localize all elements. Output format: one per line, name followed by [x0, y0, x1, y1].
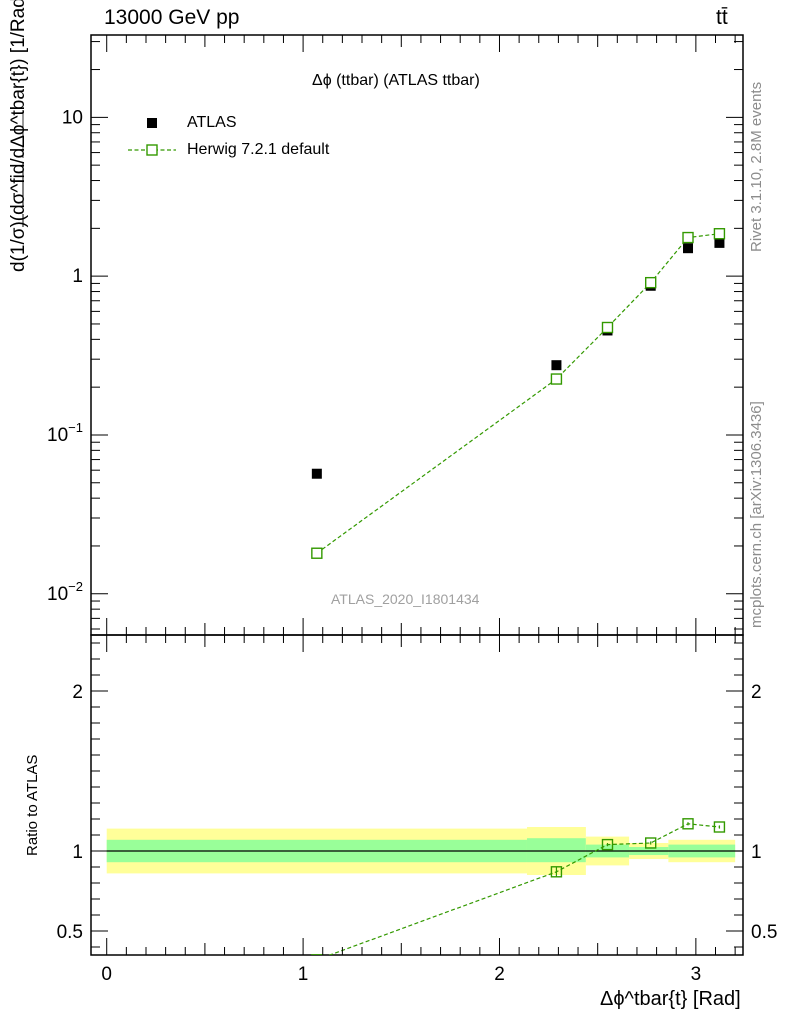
- main-series: [311, 228, 726, 559]
- x-axis-label: Δϕ^tbar{t} [Rad]: [600, 988, 741, 1010]
- legend-herwig-marker: [146, 144, 158, 156]
- ratio-ticks: 0 1 2 3 0.5 0.5 1 1 2 2: [57, 635, 777, 985]
- herwig-data-point: [713, 228, 726, 240]
- herwig-data-point: [550, 373, 563, 385]
- ratio-y-tick-label-right: 0.5: [751, 922, 777, 943]
- legend-label-atlas: ATLAS: [187, 114, 237, 131]
- y-tick-label-base: 10: [47, 584, 68, 605]
- y-tick-label-exponent: −1: [68, 420, 83, 435]
- plot-title: Δϕ (ttbar) (ATLAS ttbar): [312, 72, 480, 89]
- herwig-data-point: [601, 321, 614, 334]
- x-tick-label: 3: [691, 964, 702, 985]
- herwig-data-point: [682, 231, 694, 244]
- x-tick-label: 0: [101, 964, 112, 985]
- herwig-data-point: [311, 547, 323, 559]
- y-tick-label: 10−1: [47, 420, 83, 446]
- x-tick-label: 2: [494, 964, 505, 985]
- legend-atlas-marker: [147, 118, 157, 128]
- ratio-band-green: [526, 838, 586, 863]
- herwig-ratio-point: [682, 818, 694, 830]
- herwig-ratio-point: [601, 838, 614, 851]
- herwig-ratio-point: [550, 866, 563, 878]
- ratio-y-axis-label: Ratio to ATLAS: [24, 754, 41, 856]
- main-y-axis-label-text: d(1/σ)(dσ^fid/dΔϕ^tbar{t}) [1/Rad]: [8, 0, 29, 272]
- mcplots-label: mcplots.cern.ch [arXiv:1306.3436]: [748, 401, 765, 628]
- ratio-y-tick-label-right: 2: [751, 682, 762, 703]
- herwig-ratio-point: [644, 837, 657, 849]
- atlas-data-point: [683, 243, 694, 254]
- process-label: tt̄: [716, 6, 728, 29]
- main-frame: [90, 34, 744, 636]
- ratio-y-tick-label-left: 1: [72, 842, 83, 863]
- ratio-series: [311, 818, 726, 955]
- atlas-data-point: [551, 360, 562, 371]
- y-tick-label: 10: [62, 107, 83, 128]
- y-tick-label: 10−2: [47, 579, 83, 605]
- atlas-data-point: [311, 468, 322, 479]
- energy-label: 13000 GeV pp: [104, 6, 240, 29]
- y-tick-label: 1: [72, 266, 83, 287]
- ratio-y-tick-label-left: 0.5: [57, 922, 83, 943]
- ratio-y-tick-label-left: 2: [72, 682, 83, 703]
- herwig-data-point: [644, 276, 657, 289]
- legend-label-herwig: Herwig 7.2.1 default: [187, 141, 330, 158]
- ratio-y-tick-label-right: 1: [751, 842, 762, 863]
- y-tick-label-exponent: −2: [68, 579, 83, 594]
- herwig-ratio-point: [713, 821, 726, 833]
- atlas-data-point: [714, 237, 725, 248]
- y-tick-label-base: 10: [47, 425, 68, 446]
- herwig-line: [316, 233, 720, 554]
- rivet-label: Rivet 3.1.10, 2.8M events: [748, 81, 765, 252]
- main-y-axis-label: d(1/σ)(dσ^fid/dΔϕ^tbar{t}) [1/Rad]: [8, 0, 30, 272]
- x-tick-label: 1: [298, 964, 309, 985]
- ratio-frame: [90, 634, 744, 956]
- ratio-series-group: [311, 818, 726, 955]
- legend: [128, 118, 176, 156]
- herwig-ratio-point: [311, 954, 323, 955]
- analysis-watermark: ATLAS_2020_I1801434: [331, 591, 480, 607]
